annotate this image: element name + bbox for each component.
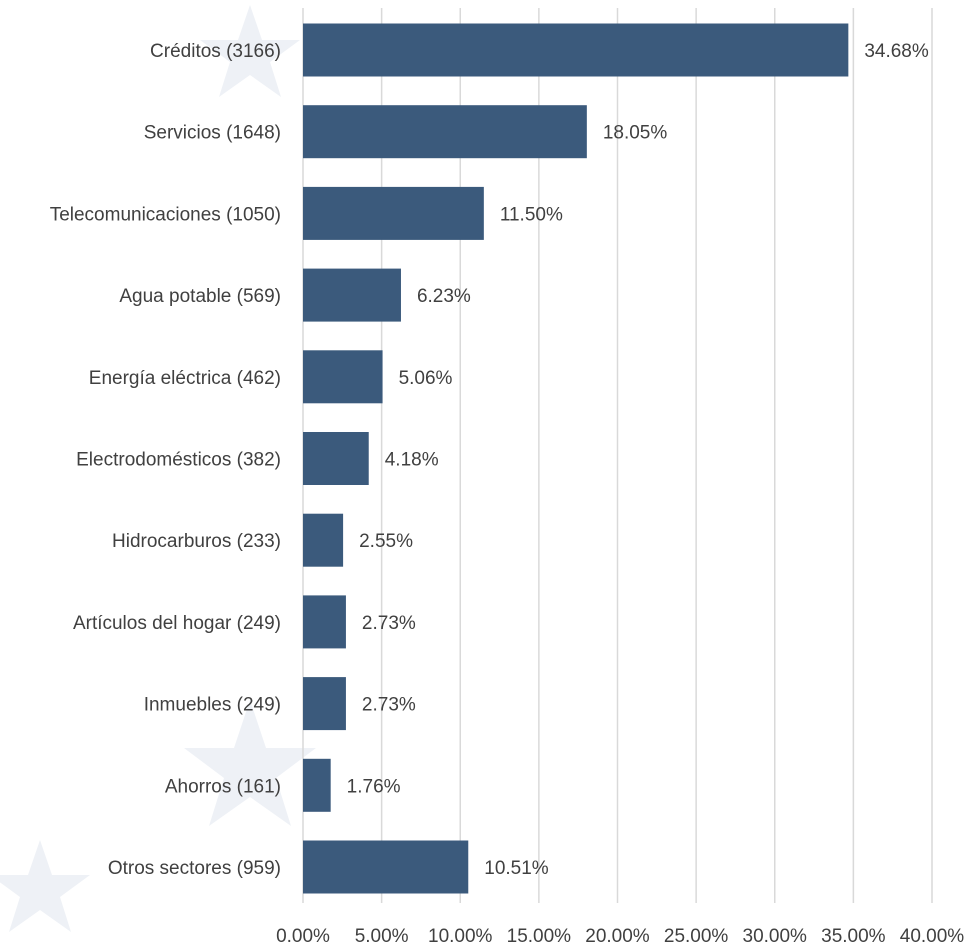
category-label: Agua potable (569): [119, 286, 281, 307]
category-label: Electrodomésticos (382): [76, 450, 281, 471]
x-tick-label: 10.00%: [428, 926, 493, 947]
bar: [303, 677, 346, 731]
bar: [303, 840, 469, 894]
data-label: 10.51%: [484, 858, 549, 879]
x-tick-label: 35.00%: [821, 926, 886, 947]
x-tick-label: 0.00%: [276, 926, 330, 947]
data-label: 2.55%: [359, 531, 413, 552]
category-label: Ahorros (161): [165, 776, 281, 797]
data-label: 34.68%: [864, 41, 929, 62]
category-label: Créditos (3166): [150, 41, 281, 62]
bar: [303, 758, 331, 812]
category-label: Telecomunicaciones (1050): [50, 204, 281, 225]
value-labels: 34.68% 18.05% 11.50% 6.23% 5.06% 4.18% 2.55% 2.…: [347, 41, 929, 879]
category-labels: Créditos (3166) Servicios (1648) Telecomun…: [50, 41, 281, 879]
category-label: Hidrocarburos (233): [112, 531, 281, 552]
data-label: 1.76%: [347, 776, 401, 797]
bar: [303, 513, 344, 567]
x-tick-label: 5.00%: [355, 926, 409, 947]
watermark-star-left: [0, 840, 90, 932]
data-label: 5.06%: [399, 368, 453, 389]
data-label: 18.05%: [603, 123, 668, 144]
bar: [303, 23, 849, 77]
data-label: 11.50%: [500, 204, 563, 225]
x-tick-label: 20.00%: [585, 926, 650, 947]
bar: [303, 432, 369, 485]
x-tick-label: 30.00%: [743, 926, 808, 947]
bar: [303, 186, 484, 240]
data-label: 4.18%: [385, 450, 439, 471]
x-tick-label: 15.00%: [507, 926, 572, 947]
data-label: 2.73%: [362, 695, 416, 716]
category-label: Energía eléctrica (462): [89, 368, 281, 389]
x-tick-label: 40.00%: [900, 926, 965, 947]
bar: [303, 105, 587, 159]
x-tick-label: 25.00%: [664, 926, 729, 947]
bar: [303, 350, 383, 404]
category-label: Servicios (1648): [144, 123, 281, 144]
bars: [303, 23, 849, 894]
watermark-star-bottom: [184, 700, 316, 826]
category-label: Inmuebles (249): [144, 695, 281, 716]
bar: [303, 268, 401, 322]
background-watermark: [0, 5, 316, 932]
data-label: 6.23%: [417, 286, 471, 307]
watermark-star-top: [200, 5, 300, 97]
x-axis-tick-labels: 0.00% 5.00% 10.00% 15.00% 20.00% 25.00% 30.00%…: [276, 926, 964, 947]
data-label: 2.73%: [362, 613, 416, 634]
category-label: Artículos del hogar (249): [73, 613, 281, 634]
category-label: Otros sectores (959): [108, 858, 281, 879]
bar: [303, 595, 346, 649]
